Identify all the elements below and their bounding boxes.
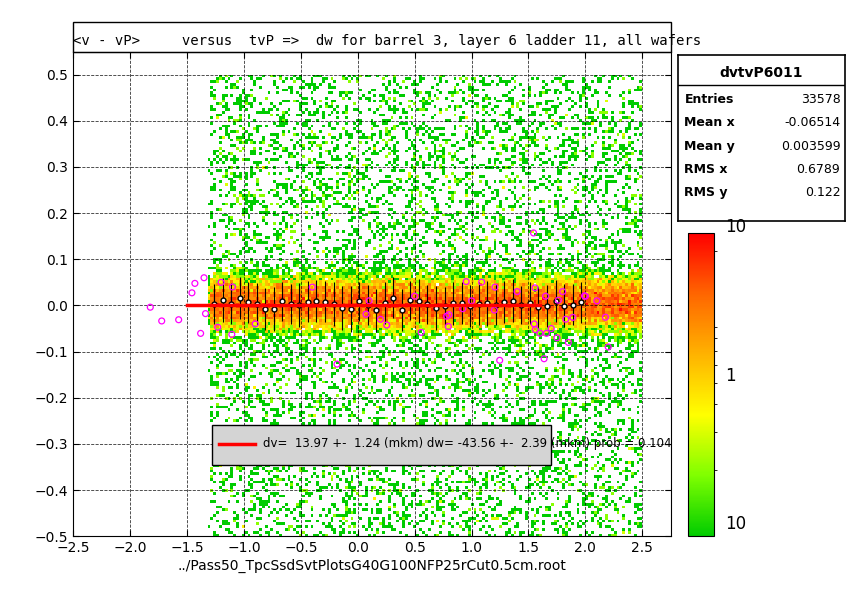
Point bbox=[456, 304, 470, 313]
Text: dvtvP6011: dvtvP6011 bbox=[720, 66, 803, 80]
Text: <v - vP>     versus  tvP =>  dw for barrel 3, layer 6 ladder 11, all wafers: <v - vP> versus tvP => dw for barrel 3, … bbox=[73, 33, 701, 47]
Point bbox=[544, 324, 558, 333]
Point bbox=[533, 328, 547, 338]
Text: 10: 10 bbox=[725, 515, 746, 533]
Point bbox=[539, 328, 553, 338]
Point bbox=[194, 328, 207, 338]
Text: 10: 10 bbox=[725, 218, 746, 236]
Point bbox=[249, 319, 262, 329]
Point bbox=[579, 291, 593, 301]
Point bbox=[441, 322, 455, 331]
Point bbox=[590, 296, 604, 305]
Text: 0.003599: 0.003599 bbox=[781, 140, 840, 153]
Point bbox=[305, 282, 319, 292]
Point bbox=[172, 315, 186, 325]
Point bbox=[214, 278, 228, 287]
Point bbox=[526, 228, 540, 238]
Point bbox=[556, 287, 569, 296]
Point bbox=[199, 309, 212, 319]
Point bbox=[197, 273, 211, 282]
Point bbox=[442, 310, 456, 319]
Text: Entries: Entries bbox=[685, 93, 734, 106]
Point bbox=[562, 338, 575, 347]
Point bbox=[527, 319, 541, 329]
Point bbox=[538, 354, 551, 364]
Text: Mean x: Mean x bbox=[685, 116, 735, 129]
Point bbox=[459, 277, 473, 287]
Point bbox=[528, 325, 542, 335]
FancyBboxPatch shape bbox=[73, 22, 671, 52]
FancyBboxPatch shape bbox=[212, 425, 551, 465]
Point bbox=[415, 327, 428, 337]
Text: RMS y: RMS y bbox=[685, 187, 728, 199]
Point bbox=[188, 279, 202, 288]
Point bbox=[599, 312, 612, 322]
Point bbox=[528, 283, 542, 293]
Point bbox=[185, 288, 199, 298]
Text: RMS x: RMS x bbox=[685, 163, 728, 176]
Point bbox=[510, 287, 524, 296]
Point bbox=[155, 316, 169, 326]
Text: dv=  13.97 +-  1.24 (mkm) dw= -43.56 +-  2.39 (mkm) prob = 0.104: dv= 13.97 +- 1.24 (mkm) dw= -43.56 +- 2.… bbox=[263, 438, 672, 450]
Point bbox=[488, 282, 502, 292]
Point bbox=[439, 311, 453, 321]
Point bbox=[551, 295, 565, 305]
X-axis label: ../Pass50_TpcSsdSvtPlotsG40G100NFP25rCut0.5cm.root: ../Pass50_TpcSsdSvtPlotsG40G100NFP25rCut… bbox=[177, 559, 567, 573]
Point bbox=[464, 296, 478, 305]
Point bbox=[475, 278, 488, 287]
Point bbox=[488, 305, 501, 315]
Text: 33578: 33578 bbox=[801, 93, 840, 106]
Point bbox=[538, 291, 552, 301]
Point bbox=[225, 330, 239, 339]
Point bbox=[144, 302, 157, 312]
Text: Mean y: Mean y bbox=[685, 140, 735, 153]
Point bbox=[578, 291, 592, 301]
Point bbox=[330, 359, 344, 369]
Text: 0.6789: 0.6789 bbox=[796, 163, 840, 176]
Point bbox=[601, 342, 615, 352]
Point bbox=[550, 333, 564, 342]
Point bbox=[211, 322, 224, 332]
Point bbox=[380, 320, 394, 330]
Point bbox=[559, 315, 573, 324]
Point bbox=[408, 291, 421, 301]
Text: 0.122: 0.122 bbox=[805, 187, 840, 199]
Point bbox=[225, 282, 239, 292]
Point bbox=[359, 309, 373, 319]
Point bbox=[493, 356, 507, 365]
Point bbox=[362, 296, 376, 305]
Point bbox=[373, 315, 387, 324]
Text: 1: 1 bbox=[725, 367, 735, 385]
Text: -0.06514: -0.06514 bbox=[784, 116, 840, 129]
Point bbox=[566, 313, 580, 322]
